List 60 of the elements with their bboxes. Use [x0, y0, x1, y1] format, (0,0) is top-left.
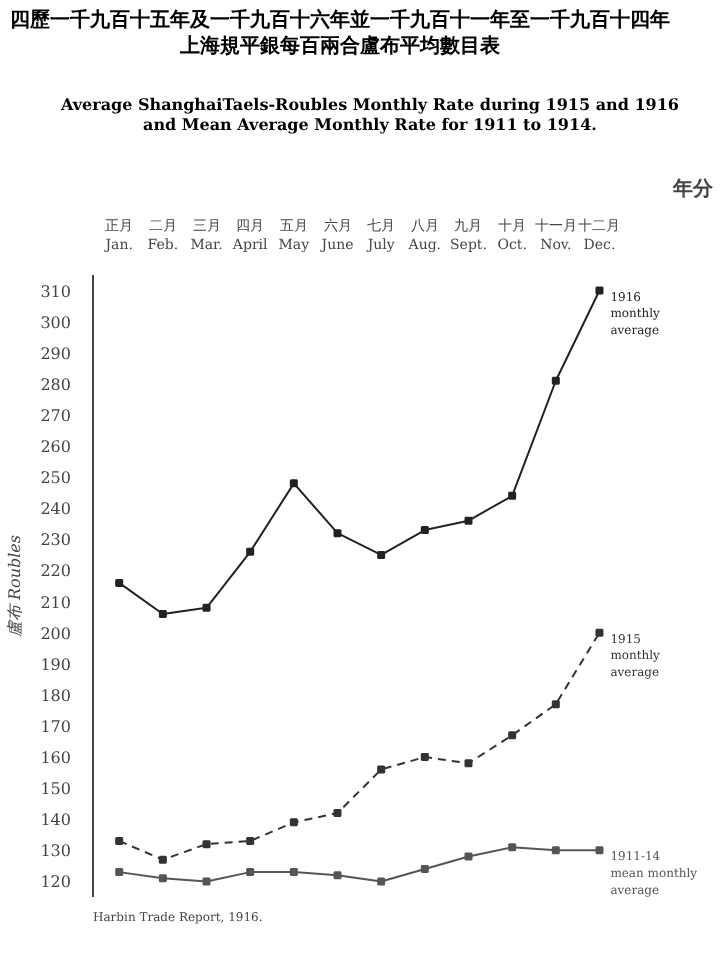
point [420, 526, 429, 535]
point [289, 868, 298, 877]
point [158, 874, 167, 883]
point [464, 516, 473, 525]
point [595, 286, 604, 295]
text: 年分 [671, 177, 715, 201]
point [158, 609, 167, 618]
y-tick-label: 120 [40, 873, 72, 892]
y-tick-label: 140 [40, 811, 72, 830]
y-tick-label: 290 [40, 344, 72, 363]
point [464, 759, 473, 768]
y-tick-label: 260 [40, 438, 72, 457]
point [202, 877, 211, 886]
point [202, 840, 211, 849]
y-tick-label: 130 [40, 842, 72, 861]
point [508, 731, 517, 740]
y-tick-label: 210 [40, 593, 72, 612]
y-tick-label: 150 [40, 780, 72, 799]
point [377, 550, 386, 559]
point [289, 818, 298, 827]
point [158, 855, 167, 864]
y-tick-label: 270 [40, 406, 72, 425]
point [464, 852, 473, 861]
y-tick-label: 310 [40, 282, 72, 301]
y-tick-label: 160 [40, 749, 72, 768]
y-axis-title: 盧布 Roubles [6, 534, 25, 638]
y-tick-label: 240 [40, 500, 72, 519]
point [246, 868, 255, 877]
point [595, 628, 604, 637]
point [246, 547, 255, 556]
point [508, 491, 517, 500]
point [508, 843, 517, 852]
point [551, 376, 560, 385]
point [115, 578, 124, 587]
point [377, 877, 386, 886]
point [246, 837, 255, 846]
y-tick-label: 170 [40, 717, 72, 736]
point [115, 837, 124, 846]
y-tick-label: 190 [40, 655, 72, 674]
point [595, 846, 604, 855]
point [333, 871, 342, 880]
point [551, 846, 560, 855]
point [115, 868, 124, 877]
chart-title: 四歷一千九百十五年及一千九百十六年並一千九百十一年至一千九百十四年上海規平銀每百兩合盧布平均數目表 [10, 10, 670, 60]
y-tick-label: 220 [40, 562, 72, 581]
point [202, 603, 211, 612]
point [333, 529, 342, 538]
y-tick-label: 250 [40, 469, 72, 488]
chart-subtitle: Average ShanghaiTaels-Roubles Monthly Rate during 1915 and 1916 and Mean Average Monthly Rate for 1911 to 1914. [61, 94, 679, 134]
point [377, 765, 386, 774]
y-tick-label: 300 [40, 313, 72, 332]
point [420, 865, 429, 874]
y-tick-label: 230 [40, 531, 72, 550]
point [333, 809, 342, 818]
point [289, 479, 298, 488]
y-tick-label: 180 [40, 686, 72, 705]
point [420, 753, 429, 762]
point [551, 700, 560, 709]
y-tick-label: 280 [40, 375, 72, 394]
y-tick-label: 200 [40, 624, 72, 643]
